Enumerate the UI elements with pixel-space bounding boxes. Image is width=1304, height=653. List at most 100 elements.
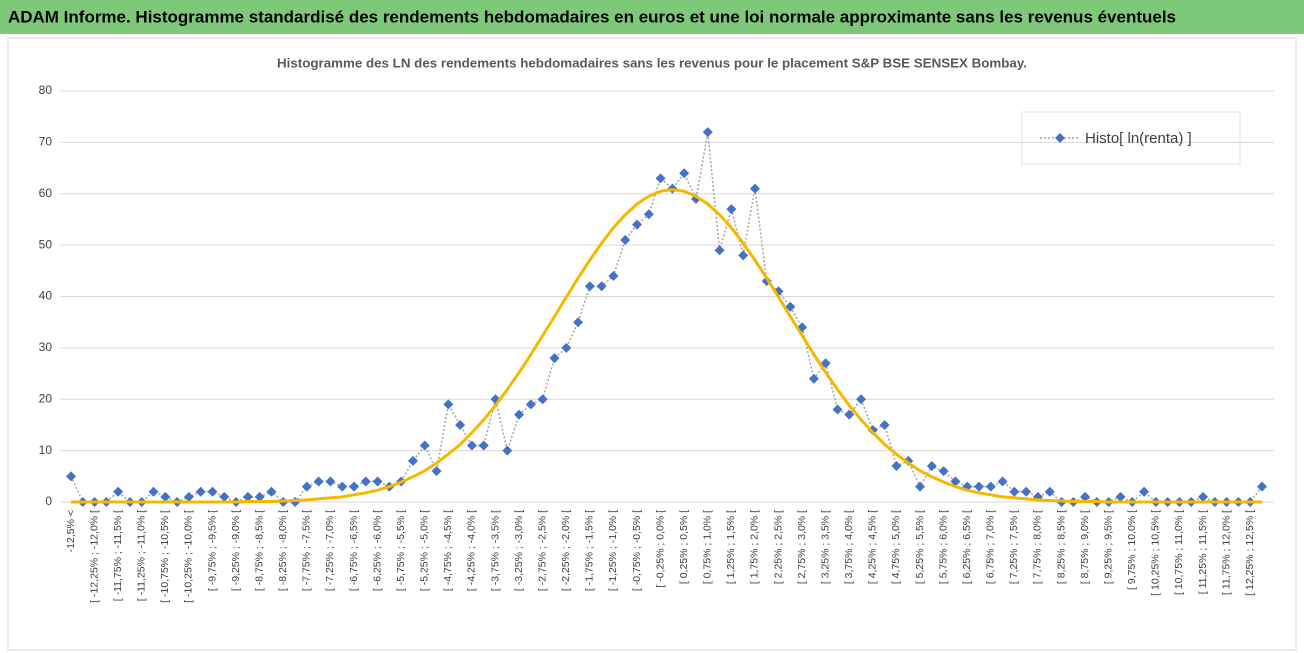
x-tick-label: [ 3,25% ; 3,5% [ bbox=[819, 510, 831, 584]
data-point bbox=[360, 476, 371, 487]
data-point bbox=[1009, 486, 1020, 497]
data-point bbox=[514, 409, 525, 420]
x-tick-label: [ -3,75% ; -3,5% [ bbox=[489, 510, 501, 591]
data-point bbox=[419, 440, 430, 451]
data-point bbox=[820, 358, 831, 369]
y-tick-label: 80 bbox=[39, 83, 53, 97]
chart-subtitle: Histogramme des LN des rendements hebdom… bbox=[277, 55, 1027, 70]
data-point bbox=[113, 486, 124, 497]
x-tick-label: [ 2,25% ; 2,5% [ bbox=[772, 510, 784, 584]
data-point bbox=[749, 183, 760, 194]
x-tick-label: [ -8,25% ; -8,0% [ bbox=[277, 510, 289, 591]
data-point bbox=[808, 373, 819, 384]
data-point bbox=[785, 301, 796, 312]
x-tick-label: [ 1,25% ; 1,5% [ bbox=[725, 510, 737, 584]
legend-marker bbox=[1055, 133, 1065, 143]
data-point bbox=[431, 466, 442, 477]
x-tick-label: [ 5,75% ; 6,0% [ bbox=[937, 510, 949, 584]
data-point bbox=[1044, 486, 1055, 497]
data-point bbox=[219, 491, 230, 502]
y-tick-label: 40 bbox=[39, 289, 53, 303]
x-tick-label: [ -3,25% ; -3,0% [ bbox=[513, 510, 525, 591]
data-point bbox=[455, 419, 466, 430]
y-tick-label: 10 bbox=[39, 443, 53, 457]
data-point bbox=[443, 399, 454, 410]
data-point bbox=[301, 481, 312, 492]
data-point bbox=[973, 481, 984, 492]
data-point bbox=[466, 440, 477, 451]
data-point bbox=[349, 481, 360, 492]
data-point bbox=[1257, 481, 1267, 492]
data-point bbox=[160, 491, 171, 502]
data-point bbox=[266, 486, 277, 497]
data-point bbox=[207, 486, 218, 497]
data-point bbox=[313, 476, 324, 487]
x-tick-label: [ -5,25% ; -5,0% [ bbox=[419, 510, 431, 591]
x-tick-label: [ 11,25% ; 11,5% [ bbox=[1197, 510, 1209, 594]
x-tick-label: [ -11,75% ; -11,5% [ bbox=[112, 510, 124, 601]
x-tick-label: [ -10,75% ; -10,5% [ bbox=[159, 510, 171, 603]
legend-box bbox=[1021, 111, 1241, 165]
x-tick-label: [ 4,75% ; 5,0% [ bbox=[890, 510, 902, 584]
data-point bbox=[242, 491, 253, 502]
data-point bbox=[525, 399, 536, 410]
data-point bbox=[478, 440, 489, 451]
chart-title: ADAM Informe. Histogramme standardisé de… bbox=[8, 7, 1176, 26]
data-point bbox=[372, 476, 383, 487]
data-point bbox=[950, 476, 961, 487]
x-tick-label: [ 8,75% ; 9,0% [ bbox=[1079, 510, 1091, 584]
x-tick-label: [ 7,75% ; 8,0% [ bbox=[1032, 510, 1044, 584]
data-point bbox=[573, 317, 584, 328]
x-tick-label: [ 8,25% ; 8,5% [ bbox=[1055, 510, 1067, 584]
data-point bbox=[679, 168, 690, 179]
y-tick-label: 30 bbox=[39, 340, 53, 354]
data-point bbox=[1021, 486, 1032, 497]
data-point bbox=[879, 419, 890, 430]
x-tick-label: [ 3,75% ; 4,0% [ bbox=[843, 510, 855, 584]
data-point bbox=[325, 476, 336, 487]
data-point bbox=[702, 127, 713, 138]
data-point bbox=[620, 234, 631, 245]
x-tick-label: [ 9,25% ; 9,5% [ bbox=[1102, 510, 1114, 584]
x-tick-label: [ 6,75% ; 7,0% [ bbox=[985, 510, 997, 584]
data-point bbox=[195, 486, 206, 497]
data-point bbox=[254, 491, 265, 502]
data-point bbox=[985, 481, 996, 492]
data-point bbox=[867, 425, 878, 436]
x-tick-label: [ 0,75% ; 1,0% [ bbox=[702, 510, 714, 584]
data-point bbox=[655, 173, 666, 184]
data-point bbox=[148, 486, 159, 497]
data-point bbox=[1198, 491, 1209, 502]
x-tick-label: [ -6,75% ; -6,5% [ bbox=[348, 510, 360, 591]
y-tick-label: 0 bbox=[45, 494, 52, 508]
data-point bbox=[997, 476, 1008, 487]
data-point bbox=[66, 471, 76, 482]
x-tick-label: [ 5,25% ; 5,5% [ bbox=[914, 510, 926, 584]
data-point bbox=[407, 455, 418, 466]
data-point bbox=[643, 209, 654, 220]
data-point bbox=[537, 394, 548, 405]
x-tick-label: [ 6,25% ; 6,5% [ bbox=[961, 510, 973, 584]
data-point bbox=[844, 409, 855, 420]
x-tick-label: [ -7,75% ; -7,5% [ bbox=[301, 510, 313, 591]
data-point bbox=[632, 219, 643, 230]
x-tick-label: [ 7,25% ; 7,5% [ bbox=[1008, 510, 1020, 584]
x-tick-label: [ -9,25% ; -9,0% [ bbox=[230, 510, 242, 591]
y-tick-label: 60 bbox=[39, 186, 53, 200]
data-point bbox=[584, 281, 595, 292]
data-point bbox=[915, 481, 926, 492]
x-tick-label: [ 9,75% ; 10,0% [ bbox=[1126, 510, 1138, 590]
x-tick-label: [ -10,25% ; -10,0% [ bbox=[183, 510, 195, 603]
data-point bbox=[1080, 491, 1091, 502]
x-tick-label: [ -0,25% ; 0,0% [ bbox=[654, 510, 666, 588]
x-tick-label: [ -0,75% ; -0,5% [ bbox=[631, 510, 643, 591]
data-point bbox=[938, 466, 949, 477]
x-tick-label: [ -2,25% ; -2,0% [ bbox=[560, 510, 572, 591]
x-tick-label: [ 12,25% ; 12,5% [ bbox=[1244, 510, 1256, 596]
x-tick-label: [ -7,25% ; -7,0% [ bbox=[324, 510, 336, 591]
x-tick-label: [ 2,75% ; 3,0% [ bbox=[796, 510, 808, 584]
data-point bbox=[183, 491, 194, 502]
data-point bbox=[714, 245, 725, 256]
